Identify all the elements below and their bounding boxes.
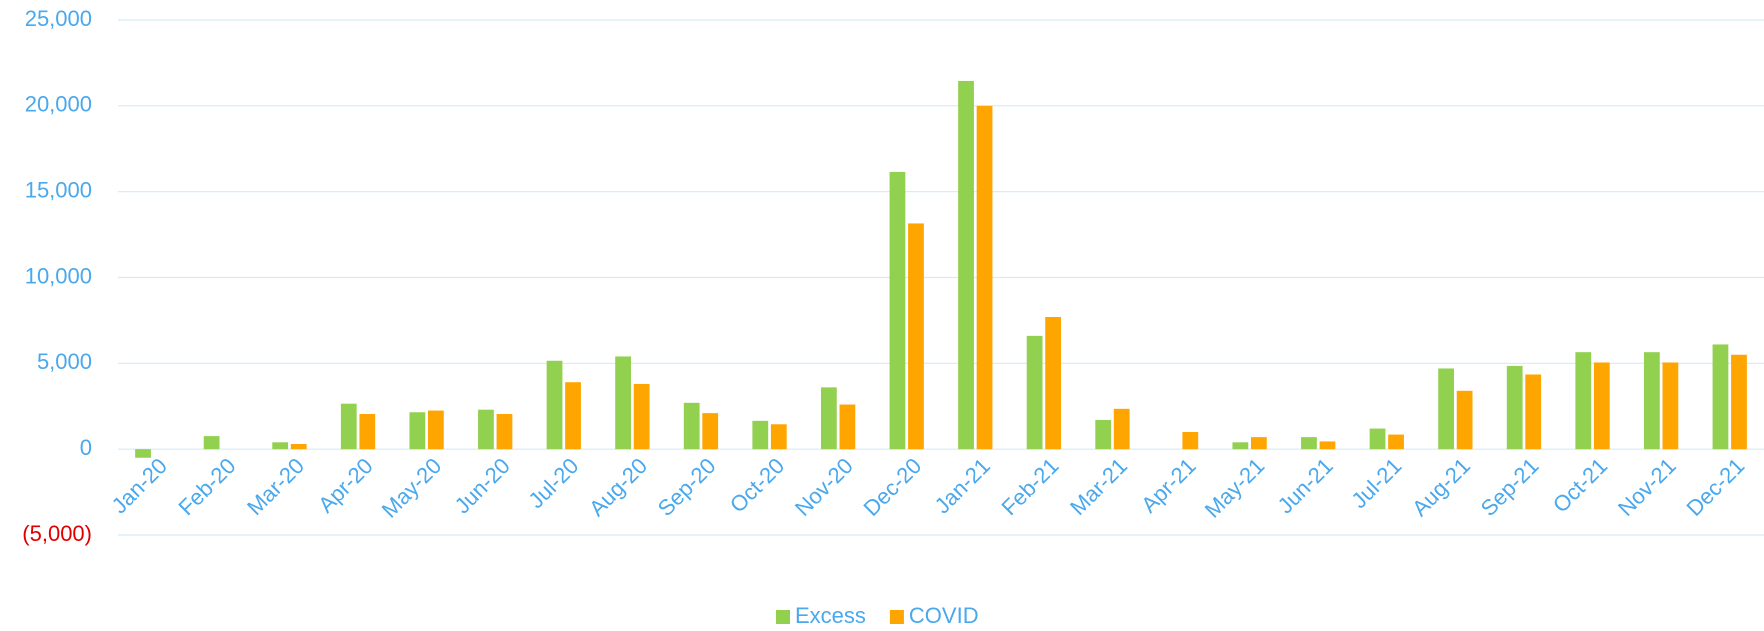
x-tick-label: Sep-20 (653, 453, 721, 521)
bar (1712, 344, 1729, 450)
bar (1095, 419, 1112, 450)
x-tick-label: Sep-21 (1476, 453, 1544, 521)
y-tick-label: (5,000) (22, 521, 92, 546)
bar (615, 356, 632, 450)
x-tick-label: Mar-21 (1065, 453, 1132, 520)
x-tick-label: Feb-21 (997, 453, 1064, 520)
bar (1026, 335, 1043, 450)
x-tick-label: Nov-21 (1613, 453, 1681, 521)
bar (683, 402, 700, 450)
x-tick-label: Nov-20 (790, 453, 858, 521)
bar (135, 449, 151, 458)
bar (1593, 362, 1610, 450)
bar (1731, 354, 1747, 450)
bar (1113, 408, 1130, 450)
bar (1662, 362, 1679, 450)
x-tick-label: Dec-20 (859, 453, 927, 521)
x-tick-label: Mar-20 (242, 453, 309, 520)
x-tick-label: Jan-21 (930, 453, 995, 518)
bar (820, 387, 837, 450)
bar (478, 409, 494, 450)
bar (1319, 441, 1336, 450)
x-tick-label: Apr-20 (313, 453, 377, 517)
x-tick-label: Jan-20 (107, 453, 172, 518)
bar (1438, 368, 1455, 450)
bar (1369, 428, 1386, 450)
legend-label: COVID (909, 603, 979, 628)
bar (546, 360, 563, 450)
bar (976, 105, 993, 450)
x-tick-label: Jul-21 (1346, 453, 1406, 513)
legend-swatch (776, 610, 790, 624)
x-tick-label: May-21 (1200, 453, 1270, 523)
bar (340, 403, 357, 450)
bar (1525, 374, 1542, 450)
bar (290, 444, 307, 450)
bar (702, 413, 719, 450)
bar (633, 383, 650, 450)
bar (1506, 365, 1523, 450)
x-tick-label: Jun-20 (450, 453, 515, 518)
legend-label: Excess (795, 603, 866, 628)
bar (889, 171, 906, 450)
bar (958, 80, 974, 450)
x-tick-label: Jun-21 (1273, 453, 1338, 518)
x-tick-label: Oct-21 (1548, 453, 1612, 517)
x-tick-label: Oct-20 (725, 453, 789, 517)
bar (839, 404, 856, 450)
y-tick-label: 10,000 (25, 263, 92, 288)
bar (1301, 437, 1317, 450)
x-tick-label: Apr-21 (1136, 453, 1200, 517)
bar (1045, 316, 1062, 450)
y-tick-label: 25,000 (25, 6, 92, 31)
legend-swatch (889, 610, 904, 624)
bar (1388, 434, 1404, 450)
y-tick-label: 15,000 (25, 177, 92, 202)
bar (752, 420, 769, 450)
x-tick-label: Feb-20 (174, 453, 241, 520)
bar (1456, 390, 1473, 450)
y-tick-label: 0 (80, 435, 92, 460)
bar (1575, 352, 1592, 450)
bar (203, 436, 220, 450)
x-tick-label: Aug-20 (584, 453, 652, 521)
bar (496, 413, 513, 450)
bar (908, 223, 924, 450)
bar (359, 413, 376, 450)
bar (1232, 442, 1249, 450)
y-tick-label: 5,000 (37, 349, 92, 374)
bar (1182, 432, 1199, 450)
bar (770, 424, 787, 450)
x-tick-label: Dec-21 (1682, 453, 1750, 521)
bar (1250, 437, 1267, 450)
bar (409, 412, 426, 450)
x-tick-label: May-20 (377, 453, 447, 523)
bar (272, 442, 289, 450)
x-tick-label: Aug-21 (1407, 453, 1475, 521)
x-tick-label: Jul-20 (523, 453, 583, 513)
bar (427, 410, 444, 450)
bar (1643, 352, 1660, 450)
y-tick-label: 20,000 (25, 92, 92, 117)
bar (565, 382, 581, 450)
